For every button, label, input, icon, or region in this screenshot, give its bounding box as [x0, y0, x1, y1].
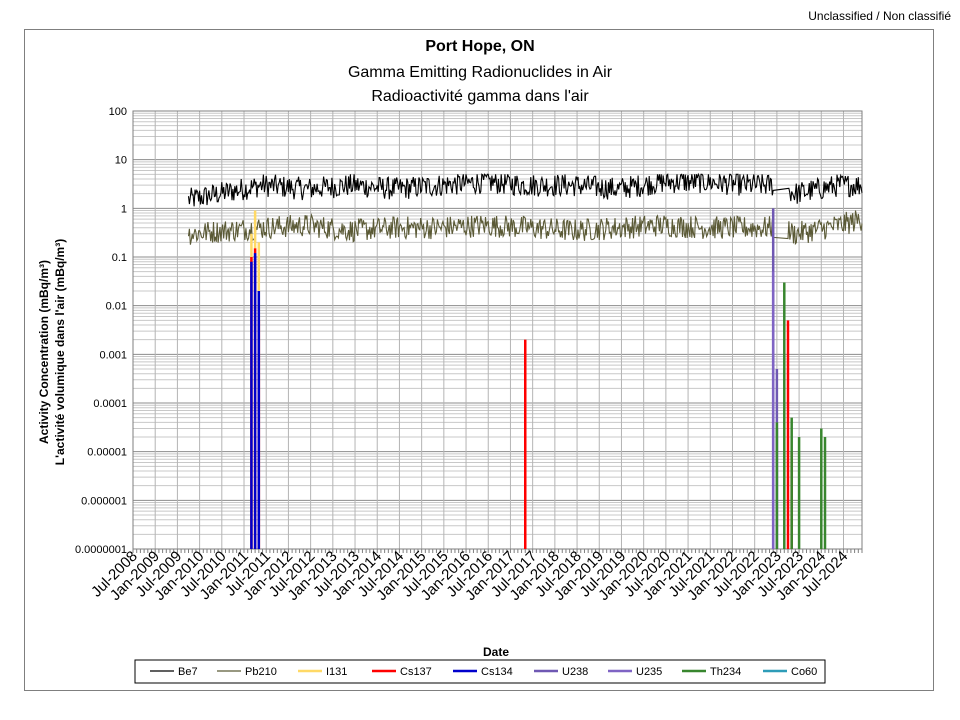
chart-title: Port Hope, ON	[425, 38, 534, 55]
x-axis-label: Date	[483, 645, 509, 659]
legend-label-u238: U238	[562, 666, 588, 678]
y-tick-label: 0.001	[99, 349, 127, 361]
plot-grid	[132, 111, 863, 553]
y-tick-label: 1	[121, 203, 127, 215]
y-tick-label: 0.0000001	[75, 544, 127, 556]
y-tick-label: 10	[115, 155, 127, 167]
legend-items: Be7 Pb210 I131 Cs137 Cs134 U238 U235 Th234 Co60	[150, 666, 817, 678]
legend	[134, 659, 826, 684]
series-layer	[187, 172, 863, 549]
chart-frame	[24, 29, 934, 691]
y-axis-label: Activity Concentration (mBq/m³)	[37, 260, 51, 444]
legend-label-be7: Be7	[178, 666, 198, 678]
y-tick-label: 0.0001	[93, 398, 127, 410]
series-line-be7	[187, 172, 863, 207]
y-tick-label: 0.1	[112, 252, 127, 264]
plot-area	[132, 110, 863, 550]
legend-label-cs137: Cs137	[400, 666, 432, 678]
y-axis-ticks: 100 10 1 0.1 0.01 0.001 0.0001 0.00001 0.000001 0…	[75, 106, 127, 556]
chart-subtitle-fr: Radioactivité gamma dans l'air	[371, 88, 589, 105]
y-tick-label: 100	[109, 106, 127, 118]
legend-label-i131: I131	[326, 666, 347, 678]
legend-label-cs134: Cs134	[481, 666, 513, 678]
series-line-pb210	[187, 210, 863, 246]
x-axis-ticks: Jul-2008Jan-2009Jul-2009Jan-2010Jul-2010…	[88, 548, 851, 604]
chart-subtitle: Gamma Emitting Radionuclides in Air	[348, 64, 613, 81]
y-axis-label-fr: L'activité volumique dans l'air (mBq/m³)	[53, 239, 67, 465]
legend-label-co60: Co60	[791, 666, 817, 678]
y-tick-label: 0.01	[106, 301, 127, 313]
classification-label: Unclassified / Non classifié	[808, 9, 951, 23]
legend-label-pb210: Pb210	[245, 666, 277, 678]
legend-label-u235: U235	[636, 666, 662, 678]
legend-label-th234: Th234	[710, 666, 741, 678]
y-tick-label: 0.000001	[81, 495, 127, 507]
y-tick-label: 0.00001	[87, 447, 127, 459]
